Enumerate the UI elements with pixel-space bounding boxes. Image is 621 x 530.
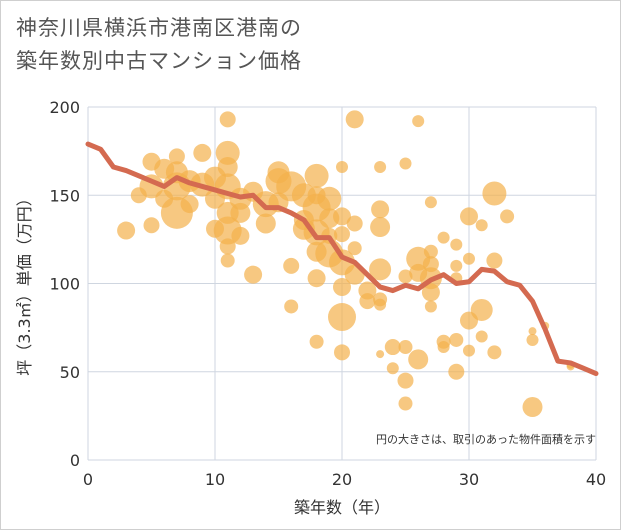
data-bubble — [374, 161, 387, 174]
data-bubble — [317, 186, 342, 211]
data-bubble — [448, 363, 465, 380]
data-bubble — [333, 278, 351, 297]
data-bubble — [386, 362, 399, 375]
data-bubble — [500, 209, 515, 224]
data-bubble — [528, 327, 537, 336]
y-tick-label: 200 — [49, 98, 80, 117]
data-bubble — [463, 344, 475, 357]
trend-layer — [85, 141, 599, 377]
data-bubble — [359, 293, 376, 310]
data-bubble — [487, 345, 502, 360]
data-bubble — [522, 397, 543, 418]
data-bubble — [284, 299, 299, 314]
data-bubble — [336, 161, 348, 174]
data-bubble — [219, 238, 236, 255]
data-bubble — [526, 333, 539, 346]
size-note: 円の大きさは、取引のあった物件面積を示す — [376, 432, 596, 446]
data-bubble — [333, 207, 351, 226]
data-bubble — [143, 217, 160, 234]
data-bubble — [370, 217, 391, 238]
data-bubble — [450, 238, 463, 251]
data-bubble — [374, 298, 387, 311]
y-tick-label: 150 — [49, 186, 80, 205]
data-bubble — [460, 207, 478, 226]
data-bubble — [371, 200, 390, 219]
data-bubble — [412, 115, 425, 128]
axes: 0 50 100 150 200 0 10 20 30 40 — [49, 98, 606, 489]
data-bubble — [244, 265, 263, 284]
x-tick-label: 10 — [205, 470, 225, 489]
data-bubble — [220, 253, 235, 268]
x-axis-label: 築年数（年） — [294, 498, 390, 517]
bubbles — [117, 110, 575, 418]
data-bubble — [117, 221, 136, 240]
data-bubble — [398, 269, 413, 284]
data-bubble — [231, 226, 250, 245]
data-bubble — [168, 148, 185, 165]
data-bubble — [398, 340, 413, 355]
data-bubble — [475, 330, 488, 343]
data-bubble — [345, 110, 364, 129]
x-tick-label: 30 — [459, 470, 479, 489]
data-bubble — [304, 163, 329, 188]
data-bubble — [398, 396, 413, 411]
data-bubble — [283, 257, 300, 274]
data-bubble — [217, 157, 238, 178]
data-bubble — [424, 300, 437, 313]
x-tick-label: 0 — [83, 470, 93, 489]
x-tick-label: 40 — [586, 470, 606, 489]
data-bubble — [421, 283, 440, 302]
trend-line — [85, 141, 599, 377]
data-bubble — [219, 111, 236, 128]
data-bubble — [482, 181, 507, 206]
data-bubble — [347, 241, 362, 256]
data-bubble — [450, 259, 463, 272]
data-bubble — [399, 157, 412, 170]
data-bubble — [424, 196, 437, 209]
data-bubble — [334, 226, 350, 243]
data-bubble — [486, 252, 503, 269]
x-tick-label: 20 — [332, 470, 352, 489]
data-bubble — [369, 258, 392, 281]
chart-title: 神奈川県横浜市港南区港南の 築年数別中古マンション価格 — [16, 16, 302, 73]
data-bubble — [215, 140, 240, 165]
y-tick-label: 0 — [70, 451, 80, 470]
data-bubble — [384, 339, 401, 356]
data-bubble — [309, 334, 324, 349]
data-bubble — [328, 303, 356, 332]
data-bubble — [334, 344, 350, 361]
data-bubble — [230, 202, 251, 223]
y-tick-label: 100 — [49, 275, 80, 294]
data-bubble — [180, 195, 199, 214]
data-bubble — [376, 350, 385, 359]
data-bubble — [449, 332, 464, 347]
data-bubble — [437, 231, 450, 244]
data-bubble — [255, 213, 276, 234]
data-bubble — [346, 215, 363, 232]
data-bubble — [408, 349, 429, 370]
data-bubble — [437, 341, 450, 354]
y-axis-label: 坪（3.3㎡）単価（万円） — [15, 190, 34, 375]
data-bubble — [470, 298, 493, 321]
y-tick-label: 50 — [60, 363, 80, 382]
data-bubble — [307, 269, 326, 288]
data-bubble — [423, 244, 438, 259]
data-bubble — [475, 219, 488, 232]
data-bubble — [397, 372, 414, 389]
data-bubble — [193, 143, 212, 162]
data-bubble — [463, 252, 475, 265]
